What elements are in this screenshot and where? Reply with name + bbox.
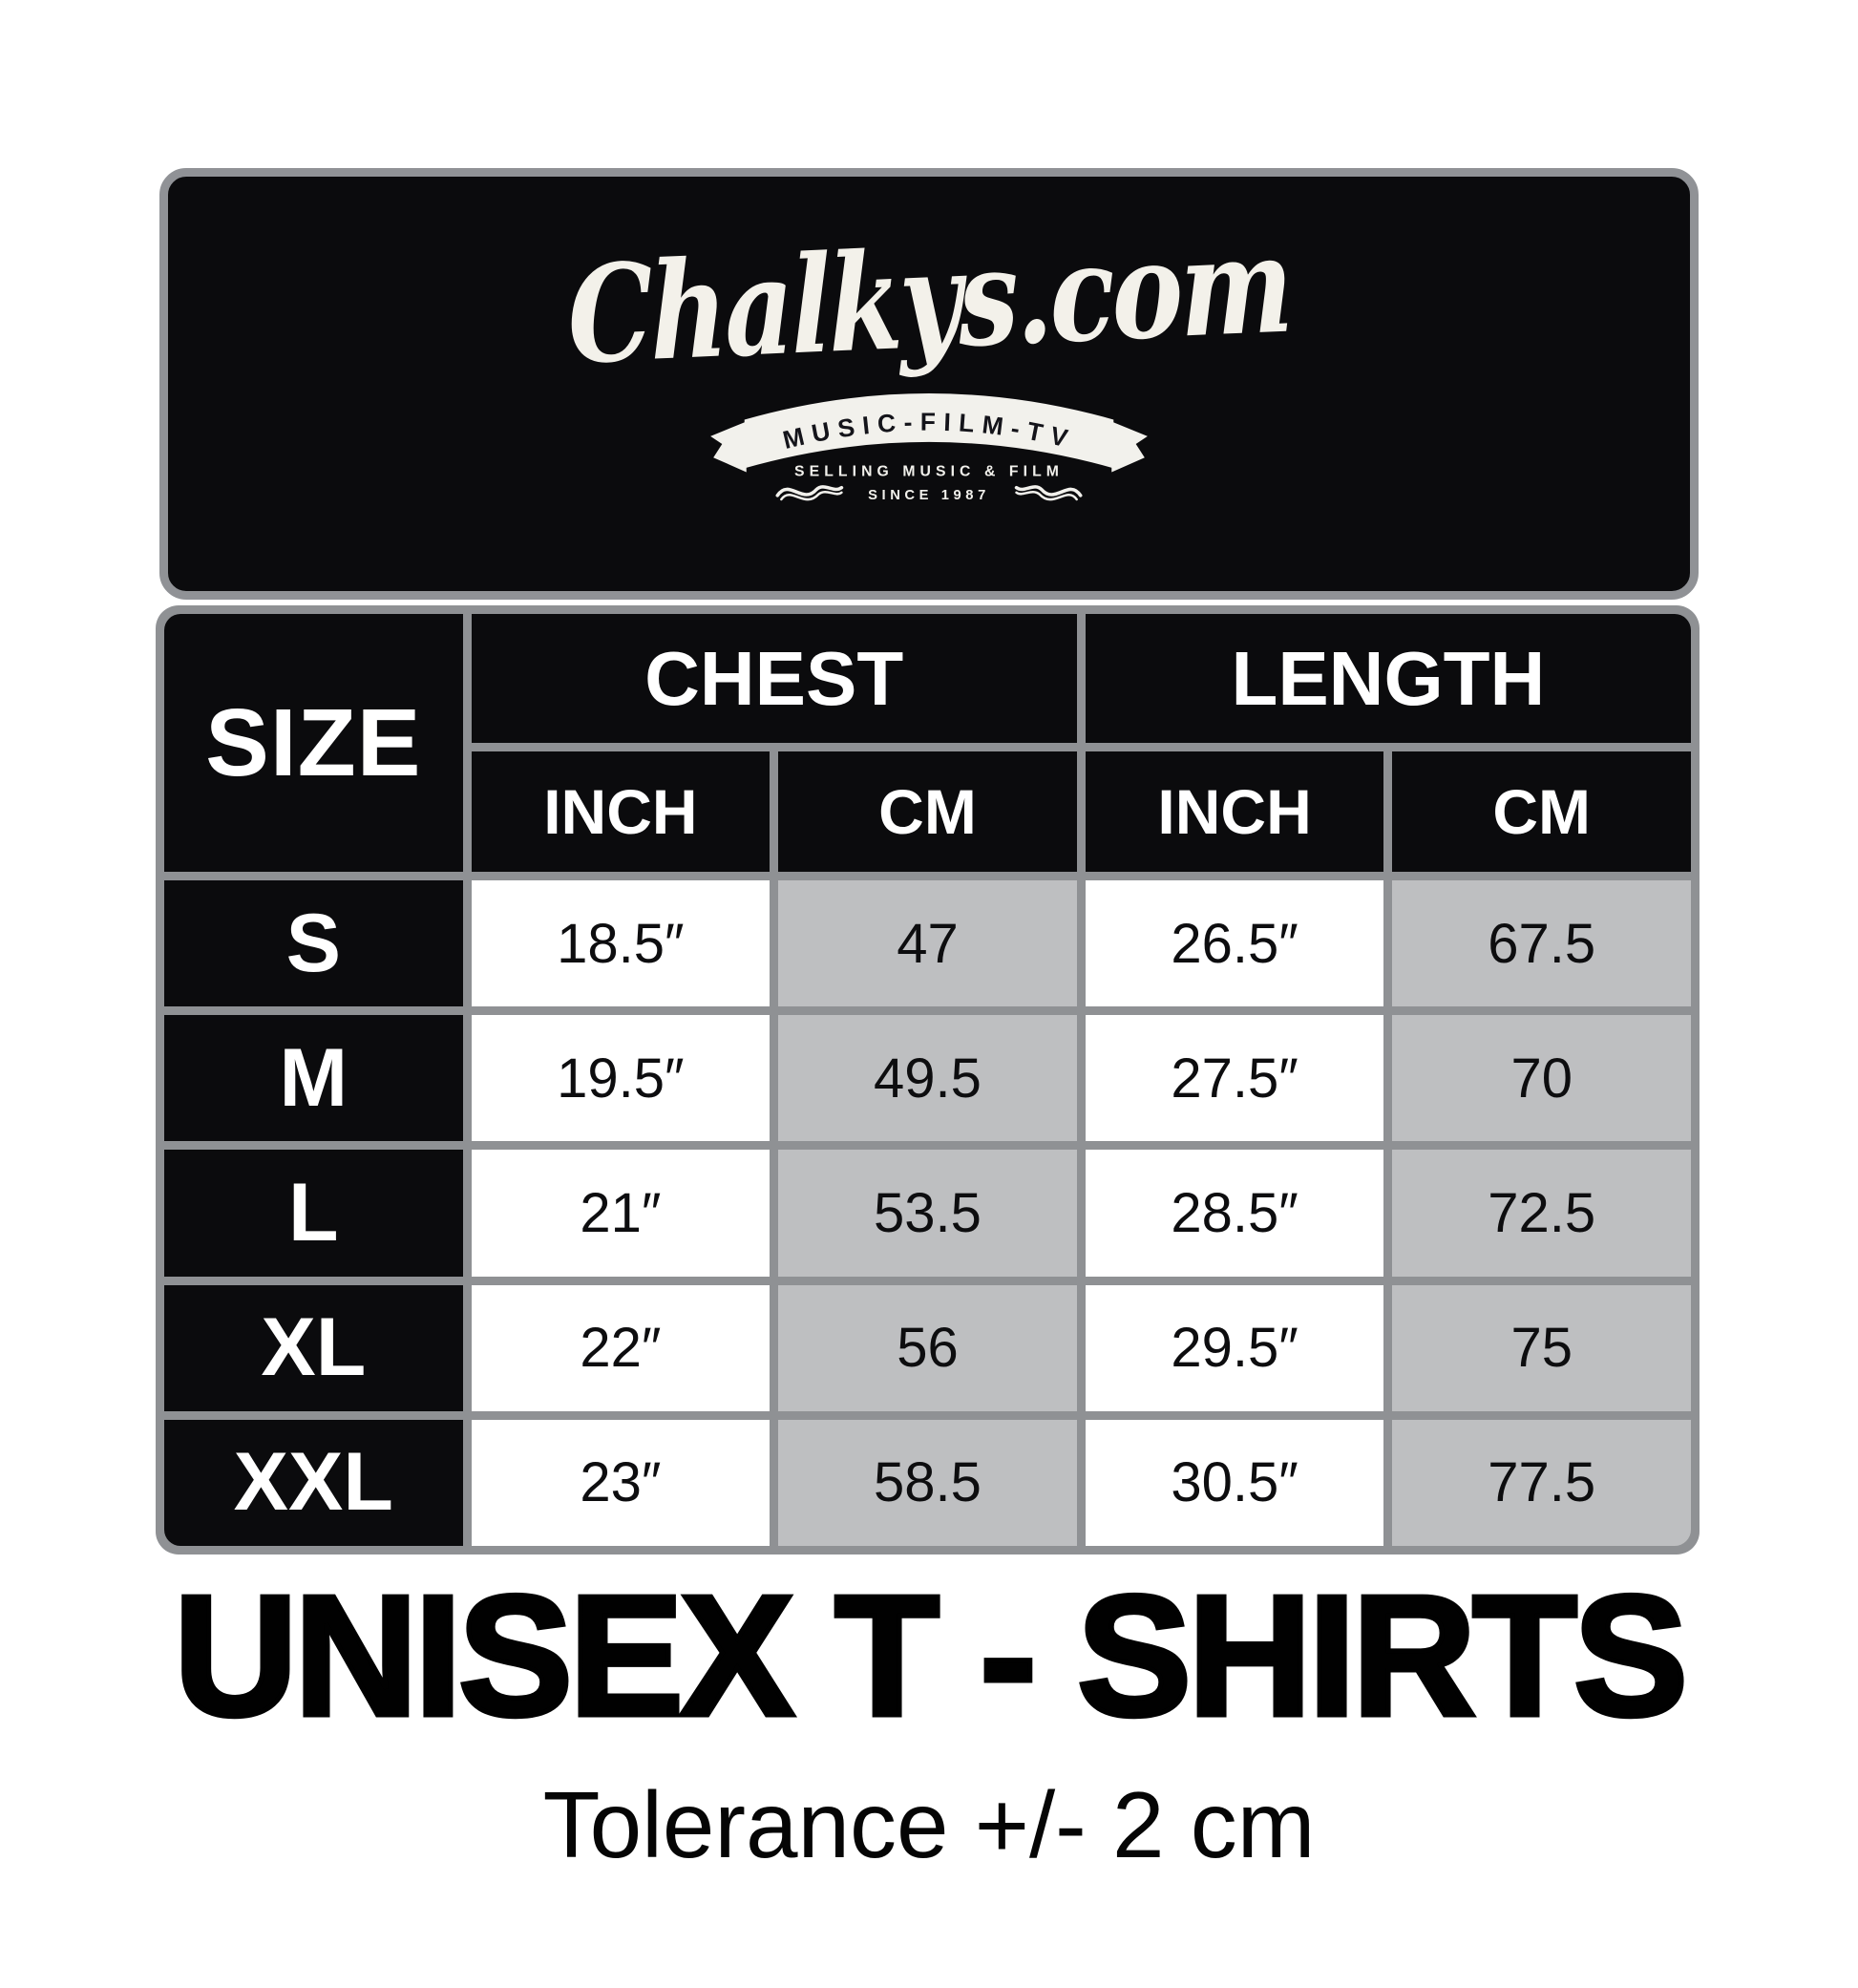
brand-header-panel: Chalkys.com MUSIC-FILM-TV SELLING MUSIC … — [159, 168, 1699, 600]
row-s-chest-inch: 18.5″ — [471, 880, 771, 1007]
flourish-left-icon — [775, 485, 844, 501]
size-table-grid: SIZE CHEST LENGTH INCH CM INCH CM S 18.5… — [164, 614, 1691, 1546]
chest-group-header: CHEST — [471, 614, 1077, 743]
row-l-chest-inch: 21″ — [471, 1150, 771, 1277]
brand-logo-text: Chalkys.com — [565, 206, 1293, 395]
ribbon-tail-left-icon — [710, 421, 747, 473]
size-table: SIZE CHEST LENGTH INCH CM INCH CM S 18.5… — [156, 605, 1700, 1554]
size-column-header: SIZE — [164, 614, 463, 872]
row-m-length-inch: 27.5″ — [1085, 1015, 1384, 1142]
row-l-length-inch: 28.5″ — [1085, 1150, 1384, 1277]
tagline-since: SINCE 1987 — [868, 488, 990, 503]
chest-inch-header: INCH — [471, 751, 771, 872]
row-m-length-cm: 70 — [1392, 1015, 1691, 1142]
length-group-header: LENGTH — [1085, 614, 1691, 743]
row-s-length-cm: 67.5 — [1392, 880, 1691, 1007]
row-m-chest-inch: 19.5″ — [471, 1015, 771, 1142]
row-xl-chest-cm: 56 — [778, 1284, 1077, 1411]
length-cm-header: CM — [1392, 751, 1691, 872]
row-xl-length-cm: 75 — [1392, 1284, 1691, 1411]
row-l-length-cm: 72.5 — [1392, 1150, 1691, 1277]
row-s-size-label: S — [164, 880, 463, 1007]
tagline-selling: SELLING MUSIC & FILM — [794, 464, 1064, 480]
ribbon-tail-right-icon — [1111, 421, 1148, 473]
row-l-chest-cm: 53.5 — [778, 1150, 1077, 1277]
ribbon-band-icon — [744, 393, 1114, 469]
length-inch-header: INCH — [1085, 751, 1384, 872]
tolerance-note: Tolerance +/- 2 cm — [542, 1772, 1316, 1877]
row-xl-length-inch: 29.5″ — [1085, 1284, 1384, 1411]
row-xxl-chest-cm: 58.5 — [778, 1419, 1077, 1546]
flourish-right-icon — [1014, 485, 1083, 501]
ribbon-banner: MUSIC-FILM-TV SELLING MUSIC & FILM SINCE… — [710, 393, 1148, 503]
row-xxl-length-inch: 30.5″ — [1085, 1419, 1384, 1546]
row-xxl-length-cm: 77.5 — [1392, 1419, 1691, 1546]
row-xxl-size-label: XXL — [164, 1419, 463, 1546]
product-title: UNISEX T - SHIRTS — [171, 1560, 1690, 1752]
row-m-size-label: M — [164, 1015, 463, 1142]
row-xl-size-label: XL — [164, 1284, 463, 1411]
row-l-size-label: L — [164, 1150, 463, 1277]
chest-cm-header: CM — [778, 751, 1077, 872]
row-xxl-chest-inch: 23″ — [471, 1419, 771, 1546]
row-s-chest-cm: 47 — [778, 880, 1077, 1007]
row-s-length-inch: 26.5″ — [1085, 880, 1384, 1007]
row-xl-chest-inch: 22″ — [471, 1284, 771, 1411]
row-m-chest-cm: 49.5 — [778, 1015, 1077, 1142]
